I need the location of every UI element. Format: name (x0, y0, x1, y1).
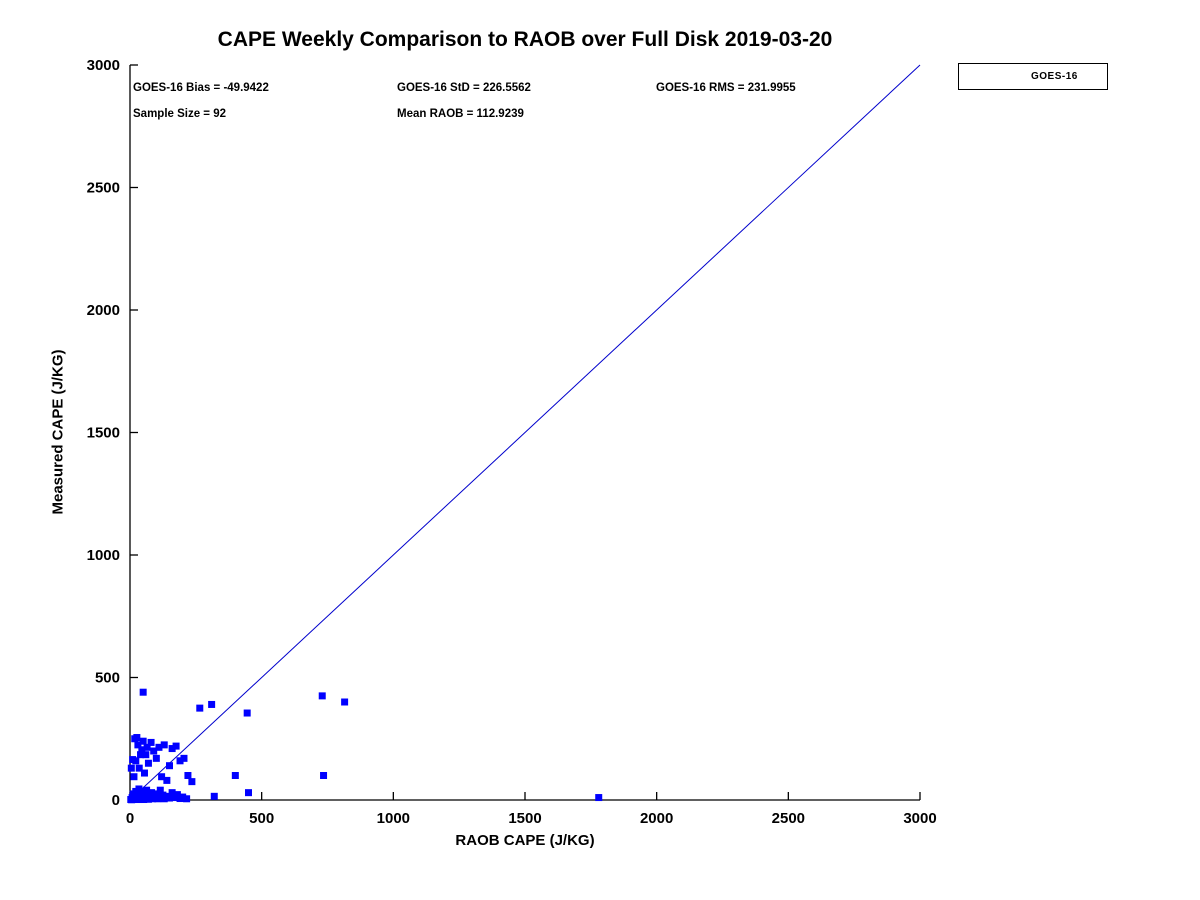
scatter-point (172, 742, 180, 750)
scatter-point (155, 743, 163, 751)
scatter-point (210, 792, 218, 800)
scatter-point (156, 786, 164, 794)
x-tick-label: 1500 (508, 810, 541, 827)
scatter-point (180, 754, 188, 762)
annotation-std: GOES-16 StD = 226.5562 (397, 82, 531, 94)
legend-label-goes16: GOES-16 (1031, 71, 1078, 82)
identity-line (129, 64, 921, 801)
annotation-sample-size: Sample Size = 92 (133, 108, 227, 120)
scatter-point (595, 794, 603, 802)
scatter-point (208, 700, 216, 708)
scatter-point (243, 709, 251, 717)
y-tick-label: 2000 (87, 302, 120, 319)
chart-title: CAPE Weekly Comparison to RAOB over Full… (217, 28, 833, 51)
scatter-point (148, 789, 156, 797)
scatter-point (134, 741, 142, 749)
annotation-bias: GOES-16 Bias = -49.9422 (133, 82, 269, 94)
x-tick-label: 1000 (377, 810, 410, 827)
scatter-point (320, 772, 328, 779)
scatter-point (196, 704, 204, 712)
scatter-point (245, 789, 252, 797)
scatter-point (147, 738, 155, 746)
scatter-point (168, 745, 176, 753)
scatter-point (135, 785, 143, 793)
x-tick-label: 500 (249, 810, 274, 827)
scatter-point (159, 791, 167, 799)
scatter-point (127, 764, 135, 772)
scatter-point (184, 772, 192, 779)
y-tick-label: 1000 (87, 547, 120, 564)
scatter-point (188, 778, 196, 786)
y-tick-label: 3000 (87, 57, 120, 74)
legend: GOES-16 (958, 63, 1108, 90)
scatter-point (341, 698, 349, 706)
scatter-point (143, 743, 151, 751)
scatter-point (133, 734, 141, 742)
scatter-point (139, 688, 147, 696)
scatter-point (176, 757, 184, 765)
scatter-point (318, 692, 326, 700)
scatter-point (138, 746, 146, 754)
scatter-point (144, 759, 152, 767)
y-tick-label: 0 (112, 792, 120, 809)
scatter-point (166, 794, 173, 802)
y-tick-label: 2500 (87, 180, 120, 197)
scatter-point (135, 764, 143, 772)
scatter-point (173, 791, 181, 799)
annotation-mean-raob: Mean RAOB = 112.9239 (397, 108, 524, 120)
y-tick-label: 1500 (87, 425, 120, 442)
scatter-point (140, 769, 148, 777)
scatter-point (132, 757, 140, 765)
y-tick-label: 500 (95, 670, 120, 687)
scatter-point (142, 751, 150, 759)
scatter-point (179, 793, 187, 801)
scatter-point (158, 773, 166, 781)
scatter-point (231, 772, 239, 779)
scatter-point (139, 737, 147, 745)
scatter-point (152, 754, 160, 762)
annotation-rms: GOES-16 RMS = 231.9955 (656, 82, 796, 94)
x-tick-label: 3000 (903, 810, 936, 827)
scatter-point (130, 773, 138, 781)
x-tick-label: 2500 (772, 810, 805, 827)
scatter-point (160, 741, 168, 749)
scatter-point (183, 795, 191, 803)
scatter-point (163, 776, 171, 784)
x-tick-label: 0 (126, 810, 134, 827)
scatter-point (143, 786, 151, 794)
x-tick-label: 2000 (640, 810, 673, 827)
scatter-point (137, 751, 145, 759)
x-axis-label: RAOB CAPE (J/KG) (455, 832, 595, 849)
scatter-point (168, 789, 176, 797)
scatter-point (150, 747, 158, 755)
legend-marker-goes16-icon (997, 73, 1005, 81)
scatter-point (166, 762, 173, 770)
